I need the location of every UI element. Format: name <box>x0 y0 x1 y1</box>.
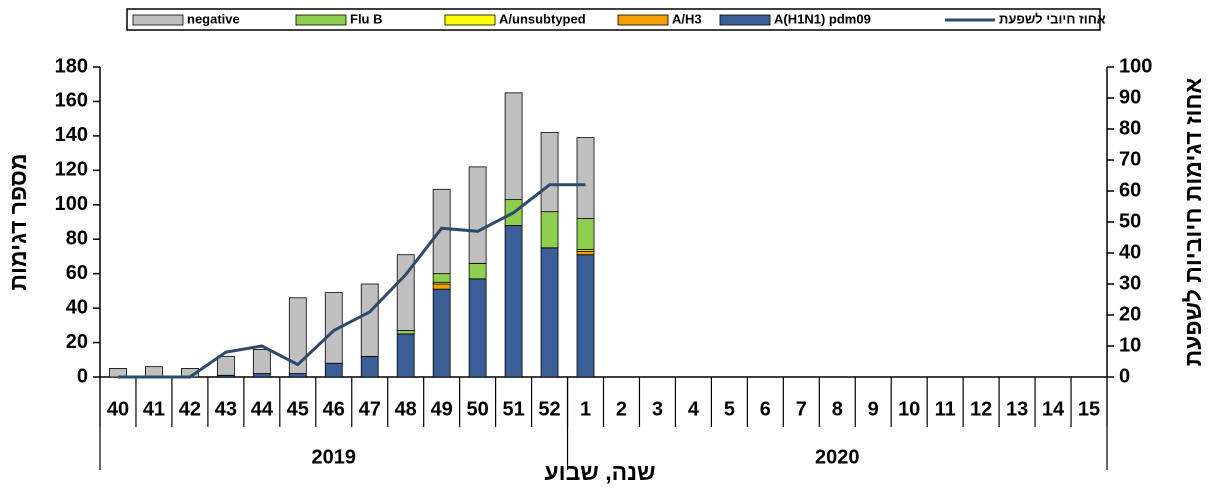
y2-tick-label: 60 <box>1119 179 1141 201</box>
x-tick-label: 2 <box>616 398 627 420</box>
y-tick-label: 80 <box>66 228 88 250</box>
y2-tick-label: 0 <box>1119 365 1130 387</box>
bar-segment <box>468 262 487 280</box>
bar-segment <box>468 278 487 378</box>
bar-segment <box>252 373 271 378</box>
x-axis-title: שנה, שבוע <box>544 459 655 485</box>
bar-segment <box>576 218 595 250</box>
bar-segment <box>576 137 595 219</box>
y-axis-title: מספר דגימות <box>5 153 31 290</box>
x-tick-label: 52 <box>538 398 560 420</box>
line-series <box>117 183 586 379</box>
legend-swatch <box>617 14 669 26</box>
group-label: 2019 <box>312 446 357 468</box>
bar-segment <box>324 362 343 378</box>
bar-segment <box>252 349 271 374</box>
bar-segment <box>504 225 523 378</box>
y-tick-label: 140 <box>55 124 88 146</box>
x-tick-label: 11 <box>935 398 956 420</box>
legend-label: A(H1N1) pdm09 <box>774 11 871 26</box>
x-tick-label: 12 <box>970 398 992 420</box>
x-tick-label: 7 <box>796 398 807 420</box>
y2-tick-label: 80 <box>1119 117 1141 139</box>
bar-segment <box>468 166 487 264</box>
y2-tick-label: 90 <box>1119 86 1141 108</box>
bar-segment <box>540 132 559 213</box>
x-tick-label: 46 <box>323 398 345 420</box>
bar-segment <box>396 330 415 335</box>
bar-segment <box>540 247 559 378</box>
legend-label: אחוז חיובי לשפעת <box>999 11 1106 26</box>
x-tick-label: 51 <box>502 398 524 420</box>
legend-label: A/H3 <box>672 11 702 26</box>
y2-axis-title: אחוז דגימות חיוביות לשפעת <box>1180 77 1206 366</box>
legend-swatch <box>295 14 347 26</box>
bar-segment <box>216 355 235 376</box>
bar-segment <box>432 283 451 290</box>
x-tick-label: 48 <box>395 398 417 420</box>
y-tick-label: 40 <box>66 296 88 318</box>
x-tick-label: 14 <box>1042 398 1065 420</box>
x-tick-label: 3 <box>652 398 663 420</box>
x-tick-label: 44 <box>251 398 274 420</box>
y2-tick-label: 40 <box>1119 241 1141 263</box>
y-tick-label: 120 <box>55 159 88 181</box>
y2-tick-label: 20 <box>1119 303 1141 325</box>
bar-segment <box>576 250 595 256</box>
y-tick-label: 0 <box>77 365 88 387</box>
y-tick-label: 60 <box>66 262 88 284</box>
x-tick-label: 5 <box>724 398 735 420</box>
legend-label: negative <box>187 11 240 26</box>
x-tick-label: 45 <box>287 398 309 420</box>
x-tick-label: 47 <box>359 398 381 420</box>
x-tick-label: 43 <box>215 398 237 420</box>
bar-segment <box>145 366 163 378</box>
x-tick-label: 15 <box>1078 398 1100 420</box>
legend-label: A/unsubtyped <box>499 11 586 26</box>
bar-segment <box>360 355 379 378</box>
bar-segment <box>288 373 307 378</box>
bar-segment <box>324 292 343 364</box>
x-tick-label: 6 <box>760 398 771 420</box>
bar-segment <box>432 273 451 283</box>
bar-segment <box>360 283 379 357</box>
legend-swatch <box>444 14 496 26</box>
legend-box <box>126 8 1101 31</box>
bar-segment <box>576 254 595 378</box>
y2-tick-label: 50 <box>1119 210 1141 232</box>
x-tick-label: 41 <box>143 398 165 420</box>
y-tick-label: 160 <box>55 90 88 112</box>
bar-segment <box>540 211 559 249</box>
bar-segment <box>396 333 415 378</box>
y-tick-label: 180 <box>55 55 88 77</box>
x-tick-label: 1 <box>580 398 591 420</box>
x-tick-label: 4 <box>688 398 700 420</box>
y2-tick-label: 30 <box>1119 272 1141 294</box>
legend-label: Flu B <box>350 11 383 26</box>
x-tick-label: 50 <box>467 398 489 420</box>
bar-segment <box>432 288 451 378</box>
x-tick-label: 9 <box>868 398 879 420</box>
x-tick-label: 10 <box>898 398 920 420</box>
y-tick-label: 100 <box>55 193 88 215</box>
x-tick-label: 40 <box>107 398 129 420</box>
y2-tick-label: 100 <box>1119 55 1152 77</box>
x-tick-label: 42 <box>179 398 201 420</box>
bar-segment <box>432 188 451 275</box>
y2-tick-label: 10 <box>1119 334 1141 356</box>
x-tick-label: 8 <box>832 398 843 420</box>
y2-tick-label: 70 <box>1119 148 1141 170</box>
bar-segment <box>504 92 523 201</box>
legend-swatch <box>132 14 184 26</box>
x-tick-label: 49 <box>431 398 453 420</box>
bar-segment <box>288 297 307 374</box>
bar-segment <box>396 254 415 331</box>
y-tick-label: 20 <box>66 331 88 353</box>
x-tick-label: 13 <box>1006 398 1028 420</box>
legend-swatch <box>719 14 771 26</box>
group-label: 2020 <box>815 446 860 468</box>
